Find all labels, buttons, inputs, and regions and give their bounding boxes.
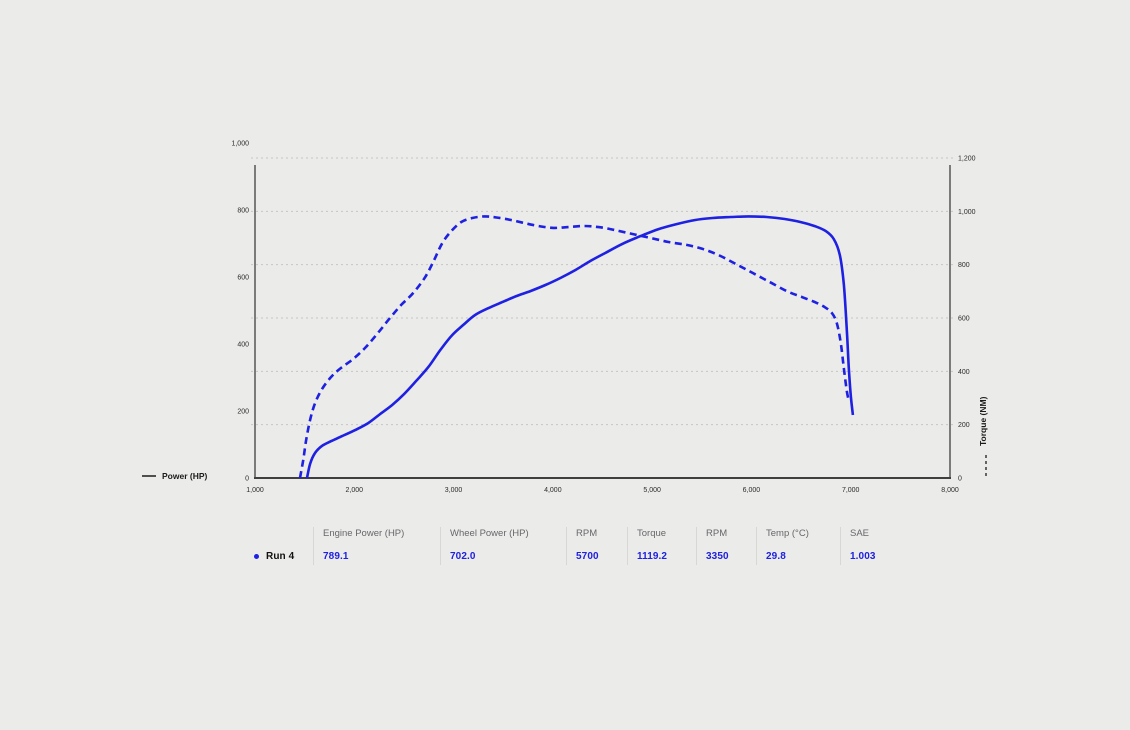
y-left-tick-label: 600 [237,275,249,282]
torque-axis-label: Torque (NM) [978,396,988,446]
x-tick-label: 5,000 [643,487,661,494]
y-right-tick-label: 800 [958,262,970,269]
stat-header: RPM [576,528,598,539]
stat-torque-rpm: RPM 3350 [696,527,756,565]
stat-header: Wheel Power (HP) [450,528,529,539]
y-right-tick-label: 1,000 [958,209,976,216]
run-dot [254,554,259,559]
stat-header: SAE [850,528,870,539]
stat-header: Torque [637,528,667,539]
stat-engine-power: Engine Power (HP) 789.1 [313,527,440,565]
y-right-tick-label: 200 [958,422,970,429]
power-curve [305,215,855,479]
stat-value: 702.0 [450,551,476,562]
x-tick-label: 6,000 [743,487,761,494]
stat-power-rpm: RPM 5700 [566,527,627,565]
stat-wheel-power: Wheel Power (HP) 702.0 [440,527,566,565]
stat-value: 29.8 [766,551,786,562]
stat-value: 3350 [706,551,729,562]
x-tick-label: 4,000 [544,487,562,494]
x-tick-label: 8,000 [941,487,959,494]
y-right-tick-label: 0 [958,476,962,483]
stat-value: 789.1 [323,551,349,562]
torque-curve [298,215,851,479]
run-summary-row: Run 4 Engine Power (HP) 789.1 Wheel Powe… [250,527,912,565]
y-left-tick-label: 400 [237,342,249,349]
y-left-tick-label: 200 [237,409,249,416]
stat-header: RPM [706,528,728,539]
stat-temp: Temp (°C) 29.8 [756,527,840,565]
stat-sae: SAE 1.003 [840,527,912,565]
stat-header: Temp (°C) [766,528,809,539]
run-legend-item[interactable]: Run 4 [250,527,313,565]
y-left-tick-label: 800 [237,208,249,215]
stat-value: 1119.2 [637,551,668,562]
stat-torque: Torque 1119.2 [627,527,696,565]
stat-value: 1.003 [850,551,876,562]
y-left-tick-label: 1,000 [231,141,249,148]
y-right-tick-label: 1,200 [958,156,976,163]
stat-header: Engine Power (HP) [323,528,405,539]
x-tick-label: 2,000 [346,487,364,494]
x-tick-label: 7,000 [842,487,860,494]
stat-value: 5700 [576,551,599,562]
run-label: Run 4 [266,551,295,562]
y-right-tick-label: 600 [958,316,970,323]
x-tick-label: 3,000 [445,487,463,494]
x-tick-label: 1,000 [246,487,264,494]
y-right-tick-label: 400 [958,369,970,376]
power-axis-label: Power (HP) [162,471,208,481]
y-left-tick-label: 0 [245,476,249,483]
